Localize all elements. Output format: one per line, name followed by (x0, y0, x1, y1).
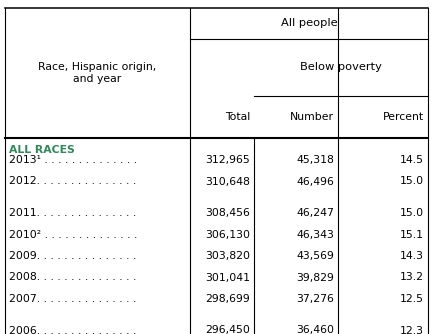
Text: 2013¹ . . . . . . . . . . . . . .: 2013¹ . . . . . . . . . . . . . . (9, 155, 137, 165)
Text: 43,569: 43,569 (296, 251, 334, 261)
Text: 296,450: 296,450 (205, 326, 250, 334)
Text: Number: Number (290, 112, 334, 122)
Text: 2009. . . . . . . . . . . . . . .: 2009. . . . . . . . . . . . . . . (9, 251, 136, 261)
Text: 15.1: 15.1 (400, 229, 424, 239)
Text: 13.2: 13.2 (400, 273, 424, 283)
Text: 2006. . . . . . . . . . . . . . .: 2006. . . . . . . . . . . . . . . (9, 326, 136, 334)
Text: 46,343: 46,343 (296, 229, 334, 239)
Text: 14.5: 14.5 (400, 155, 424, 165)
Text: 36,460: 36,460 (296, 326, 334, 334)
Text: 2010² . . . . . . . . . . . . . .: 2010² . . . . . . . . . . . . . . (9, 229, 137, 239)
Text: 37,276: 37,276 (296, 294, 334, 304)
Text: Race, Hispanic origin,
and year: Race, Hispanic origin, and year (39, 62, 157, 84)
Text: 298,699: 298,699 (205, 294, 250, 304)
Text: All people: All people (281, 18, 337, 28)
Text: 15.0: 15.0 (400, 208, 424, 218)
Text: Below poverty: Below poverty (300, 62, 382, 72)
Text: 2011. . . . . . . . . . . . . . .: 2011. . . . . . . . . . . . . . . (9, 208, 136, 218)
Text: 12.3: 12.3 (400, 326, 424, 334)
Text: 2007. . . . . . . . . . . . . . .: 2007. . . . . . . . . . . . . . . (9, 294, 136, 304)
Text: 39,829: 39,829 (296, 273, 334, 283)
Text: 306,130: 306,130 (205, 229, 250, 239)
Text: ALL RACES: ALL RACES (9, 145, 75, 155)
Text: 310,648: 310,648 (205, 176, 250, 186)
Text: 2012. . . . . . . . . . . . . . .: 2012. . . . . . . . . . . . . . . (9, 176, 136, 186)
Text: 301,041: 301,041 (205, 273, 250, 283)
Text: 312,965: 312,965 (205, 155, 250, 165)
Text: 14.3: 14.3 (400, 251, 424, 261)
Text: 308,456: 308,456 (205, 208, 250, 218)
Text: Percent: Percent (383, 112, 424, 122)
Text: 2008. . . . . . . . . . . . . . .: 2008. . . . . . . . . . . . . . . (9, 273, 136, 283)
Text: 45,318: 45,318 (296, 155, 334, 165)
Text: 46,496: 46,496 (296, 176, 334, 186)
Text: 15.0: 15.0 (400, 176, 424, 186)
Text: 46,247: 46,247 (296, 208, 334, 218)
Text: 303,820: 303,820 (205, 251, 250, 261)
Text: 12.5: 12.5 (400, 294, 424, 304)
Text: Total: Total (225, 112, 250, 122)
